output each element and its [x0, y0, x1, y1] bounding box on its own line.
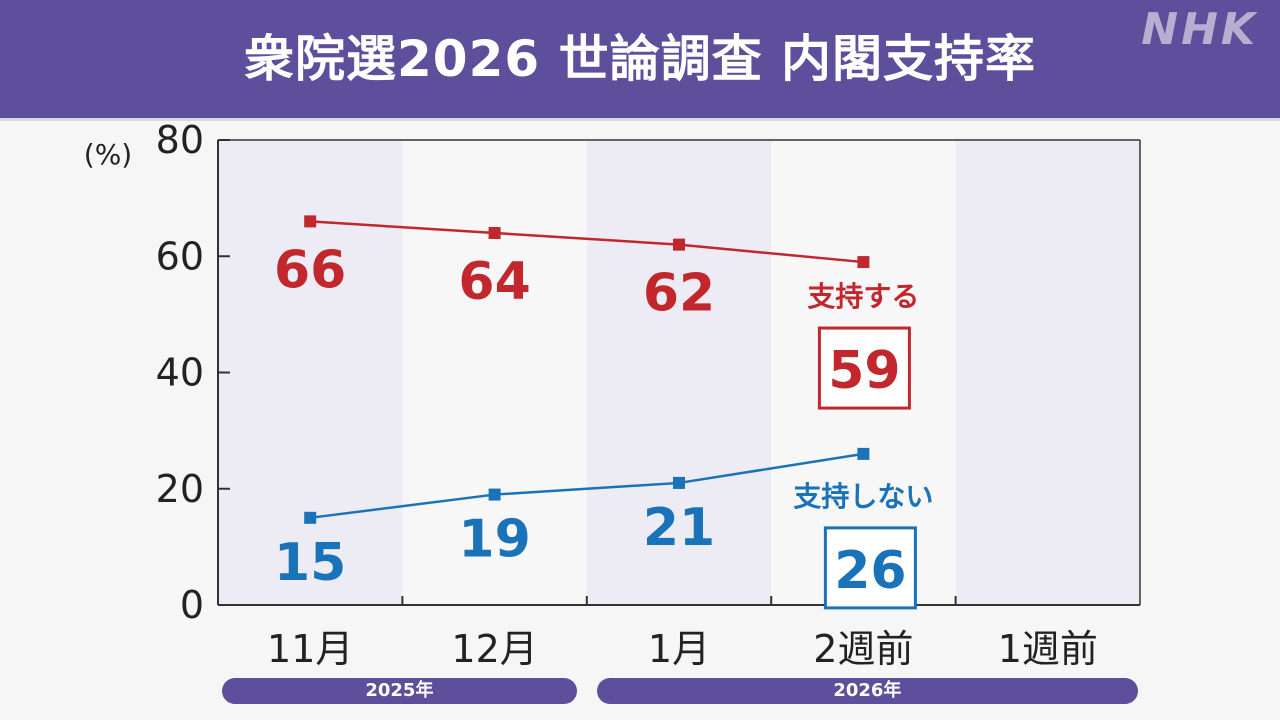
y-tick-label: 40	[156, 351, 204, 395]
y-axis-unit-label: (%)	[84, 138, 132, 171]
data-label: 64	[458, 252, 530, 312]
data-label: 15	[274, 533, 346, 593]
data-label: 19	[458, 510, 530, 570]
x-tick-label: 1週前	[998, 627, 1098, 671]
series-name-label: 支持する	[807, 280, 919, 313]
page-title: 衆院選2026 世論調査 内閣支持率	[244, 30, 1036, 88]
x-tick-label: 12月	[451, 627, 537, 671]
data-point	[673, 476, 685, 489]
y-tick-label: 0	[180, 583, 204, 627]
y-tick-label: 80	[156, 118, 204, 162]
year-label-2026: 2026年	[596, 678, 1138, 704]
x-tick-label: 11月	[267, 627, 353, 671]
data-label: 62	[643, 264, 715, 324]
year-label-2025: 2025年	[222, 678, 577, 704]
series-line-nonsupport	[310, 452, 864, 520]
header-bar	[0, 0, 1280, 118]
data-point	[488, 488, 501, 501]
data-point	[857, 256, 870, 269]
column-shade	[586, 140, 772, 605]
broadcaster-logo: NHK	[1141, 4, 1258, 55]
data-label: 66	[274, 240, 346, 300]
data-point	[304, 215, 317, 228]
data-point	[488, 227, 501, 239]
data-point	[304, 511, 317, 524]
latest-value-box	[817, 326, 911, 410]
data-label: 21	[643, 498, 715, 558]
series-name-label: 支持しない	[793, 480, 933, 513]
latest-value-box	[823, 526, 917, 610]
x-tick-label: 1月	[648, 627, 710, 671]
data-point	[673, 238, 685, 251]
x-tick-label: 2週前	[813, 627, 913, 671]
data-point	[857, 447, 870, 460]
header-divider	[0, 118, 1280, 121]
column-shade	[955, 140, 1140, 605]
series-line-support	[310, 220, 864, 264]
y-tick-label: 20	[156, 467, 204, 511]
latest-value-label: 26	[834, 541, 906, 601]
latest-value-label: 59	[828, 341, 900, 401]
y-tick-label: 60	[156, 234, 204, 278]
